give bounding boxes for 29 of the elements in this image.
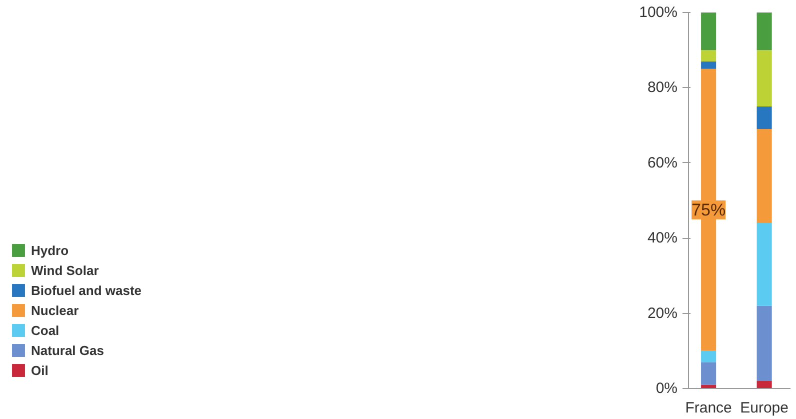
y-tick-label: 60% [647,154,678,172]
legend-label: Coal [31,322,60,338]
bar [756,50,772,106]
data-label: 75% [692,200,726,220]
bar [756,306,772,381]
legend-label: Natural Gas [31,342,104,358]
bar [756,380,772,388]
bar [701,384,716,388]
bar [701,362,716,385]
bar [701,61,716,69]
bar [701,12,716,50]
y-tick-label: 40% [647,230,678,247]
legend-label: Biofuel and waste [31,282,142,298]
bar [756,129,772,224]
bar [701,350,716,362]
x-tick-label: France [685,400,732,416]
bar [701,50,716,62]
bar [756,106,772,130]
x-tick-label: Europe [740,400,788,416]
legend-label: Oil [31,362,50,378]
bar [756,12,772,50]
legend-label: Hydro [31,242,69,258]
bar [756,223,772,306]
y-tick-label: 80% [647,79,678,96]
y-tick-label: 0% [656,380,678,397]
y-tick-label: 20% [647,304,678,322]
y-tick-label: 100% [639,4,678,21]
legend-label: Nuclear [31,302,79,318]
legend-label: Wind Solar [31,262,99,278]
